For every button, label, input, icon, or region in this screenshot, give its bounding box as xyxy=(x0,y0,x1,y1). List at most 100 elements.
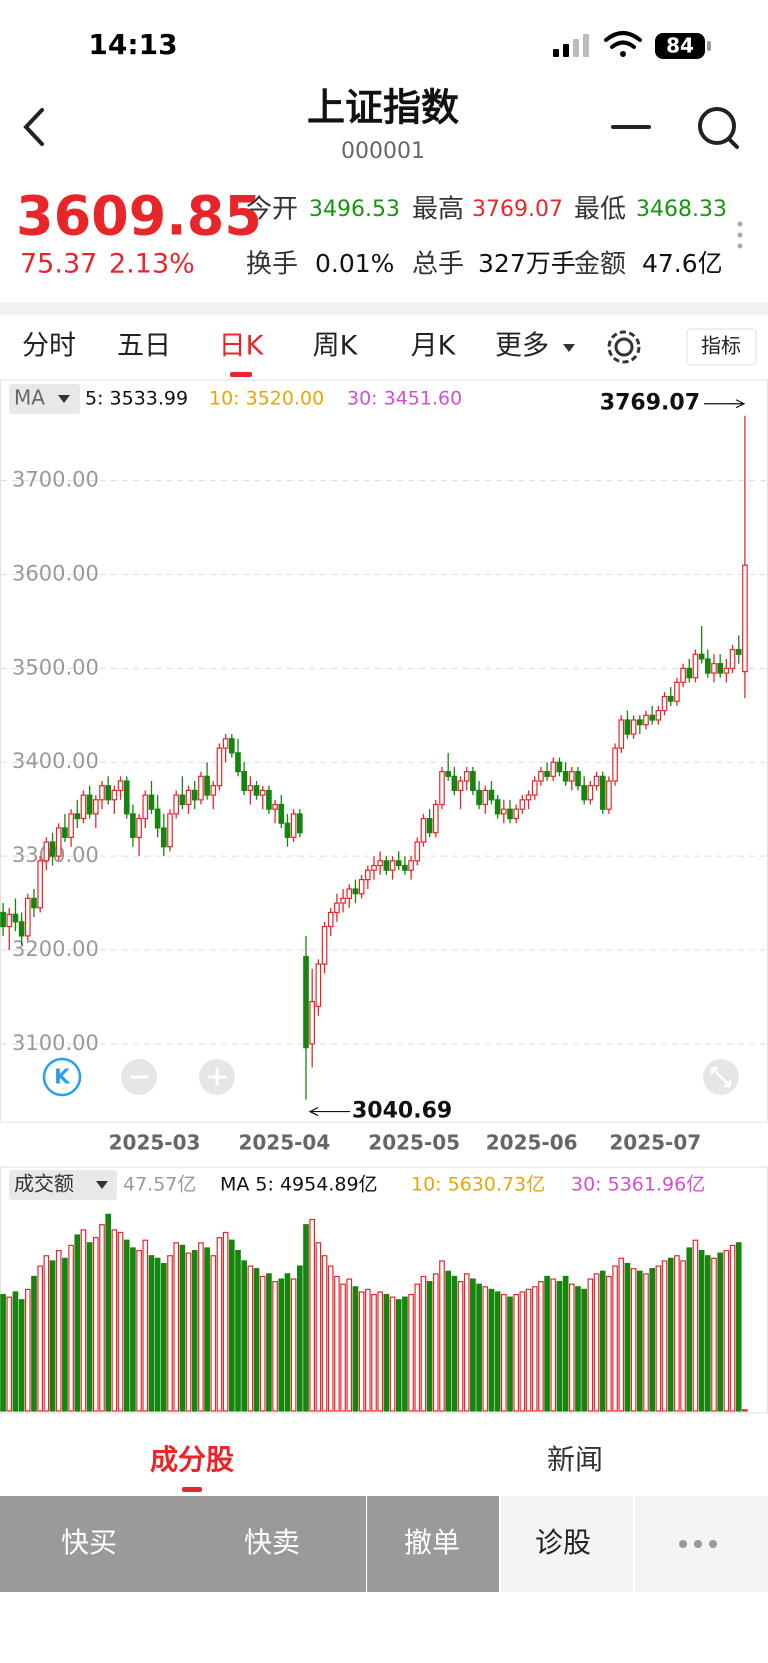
candle-body xyxy=(389,860,396,871)
volume-bar xyxy=(729,1244,736,1412)
volume-bar xyxy=(117,1231,124,1412)
tab[interactable]: 五日 xyxy=(117,331,171,362)
action-button[interactable]: 快卖 xyxy=(244,1526,300,1559)
bottom-tab[interactable]: 新闻 xyxy=(547,1443,603,1476)
volume-bar xyxy=(327,1265,334,1412)
stat-value: 327万手 xyxy=(478,249,576,278)
volume-bar xyxy=(92,1237,99,1412)
y-tick-label: 3600.00 xyxy=(12,561,99,585)
volume-bar xyxy=(309,1218,316,1412)
volume-bar xyxy=(12,1291,19,1412)
search-button[interactable] xyxy=(698,107,739,149)
candle-body xyxy=(216,747,223,787)
k-button[interactable]: K xyxy=(42,1057,82,1097)
back-button[interactable] xyxy=(23,108,44,146)
candle-body xyxy=(358,878,365,895)
action-button[interactable]: 撤单 xyxy=(404,1526,460,1559)
candle-body xyxy=(674,681,680,702)
ma-selector[interactable] xyxy=(9,384,80,414)
volume-bar xyxy=(105,1213,112,1412)
zoom-in-button[interactable] xyxy=(199,1059,235,1095)
candle-body xyxy=(624,719,631,735)
candle-body xyxy=(451,775,458,792)
x-tick-label: 2025-03 xyxy=(109,1131,201,1155)
candle-body xyxy=(439,771,445,806)
buy-sell-area xyxy=(0,1496,366,1592)
tab[interactable]: 日K xyxy=(219,331,265,362)
volume-bar xyxy=(649,1268,656,1412)
x-tick-label: 2025-04 xyxy=(238,1131,330,1155)
candle-body xyxy=(235,752,241,773)
volume-bar xyxy=(204,1247,210,1412)
candle-body xyxy=(575,771,581,787)
x-tick-label: 2025-06 xyxy=(486,1131,578,1155)
zoom-out-button[interactable] xyxy=(121,1059,157,1095)
volume-bar xyxy=(55,1249,62,1412)
more-dots[interactable] xyxy=(737,221,743,249)
volume-bar xyxy=(228,1239,235,1412)
candle-body xyxy=(377,860,384,867)
volume-bar xyxy=(680,1260,686,1412)
fullscreen-button[interactable] xyxy=(703,1059,739,1095)
candle-body xyxy=(142,794,149,820)
indicator-button[interactable] xyxy=(686,328,757,366)
volume-selector[interactable] xyxy=(9,1170,117,1200)
settings-button[interactable] xyxy=(607,330,641,364)
candle-body xyxy=(482,789,489,806)
candle-body xyxy=(698,653,705,660)
volume-bar xyxy=(340,1283,346,1412)
status-time: 14:13 xyxy=(88,28,177,61)
volume-bar xyxy=(364,1288,371,1412)
low-arrow xyxy=(308,1107,350,1117)
candle-body xyxy=(500,808,507,815)
candle-body xyxy=(606,780,612,810)
volume-bar xyxy=(426,1281,433,1412)
volume-bar xyxy=(470,1278,476,1412)
candle-body xyxy=(228,738,235,754)
stat-value: 3468.33 xyxy=(636,197,727,222)
volume-bar xyxy=(519,1291,526,1412)
more-actions[interactable] xyxy=(679,1540,717,1548)
stat-value: 47.6亿 xyxy=(642,249,723,278)
candle-body xyxy=(445,771,452,777)
tab[interactable]: 更多 xyxy=(495,331,549,362)
volume-bar xyxy=(575,1286,581,1412)
candle-body xyxy=(31,897,37,909)
action-button[interactable]: 快买 xyxy=(61,1526,117,1559)
bottom-tab[interactable]: 成分股 xyxy=(150,1443,234,1476)
candle-body xyxy=(346,888,353,899)
high-annotation: 3769.07 xyxy=(600,391,700,416)
volume-bar xyxy=(247,1265,254,1412)
candle-body xyxy=(123,780,130,815)
volume-bar xyxy=(599,1270,606,1412)
high-arrow xyxy=(704,399,746,409)
volume-bar xyxy=(278,1278,285,1412)
volume-bar xyxy=(216,1237,223,1412)
volume-bar xyxy=(544,1275,550,1412)
tab[interactable]: 月K xyxy=(411,331,457,362)
volume-bar xyxy=(568,1283,575,1412)
candle-body xyxy=(531,780,538,796)
candle-body xyxy=(599,775,606,810)
volume-bar xyxy=(185,1252,192,1412)
tab[interactable]: 周K xyxy=(313,331,359,362)
candle-body xyxy=(618,719,625,749)
volume-bar xyxy=(439,1260,445,1412)
volume-bar xyxy=(395,1299,402,1412)
candle-body xyxy=(519,799,526,810)
candle-body xyxy=(210,785,217,796)
candle-body xyxy=(568,771,575,782)
candle-body xyxy=(136,817,142,838)
candle-body xyxy=(37,860,44,909)
price: 3609.85 xyxy=(16,185,262,248)
volume-bar xyxy=(432,1273,439,1412)
candle-body xyxy=(154,808,161,829)
action-button[interactable]: 诊股 xyxy=(535,1526,591,1559)
volume-bar xyxy=(352,1286,359,1412)
volume-bar xyxy=(160,1262,167,1412)
tab[interactable]: 分时 xyxy=(22,331,76,362)
stat-label: 最低 xyxy=(574,195,626,225)
candle-body xyxy=(556,761,563,773)
volume-bar xyxy=(667,1257,674,1412)
